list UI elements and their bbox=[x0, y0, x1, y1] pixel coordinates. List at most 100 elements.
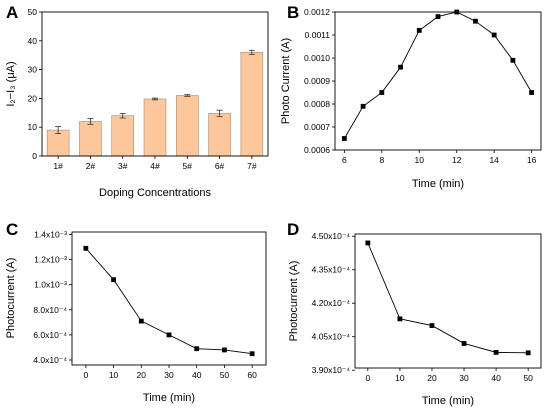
y-tick-label: 20 bbox=[28, 93, 38, 103]
y-tick-label: 3.90x10⁻⁴ bbox=[312, 365, 351, 375]
data-point bbox=[194, 346, 200, 352]
x-tick-label: 4# bbox=[150, 161, 160, 171]
panel-c: 0 10 20 30 40 50 60 4.0x10⁻⁴ 6.0x10⁻⁴ 8.0x10⁻⁴ 1.0… bbox=[0, 205, 275, 410]
data-point bbox=[525, 350, 531, 356]
x-tick-label: 16 bbox=[527, 155, 537, 165]
data-point bbox=[510, 57, 516, 63]
data-point bbox=[360, 103, 366, 109]
y-axis-label: I₂−I₃ (μA) bbox=[5, 61, 17, 106]
chart-a: 1# 2# 3# 4# 5# 6# 7# 0 10 20 30 40 50 Doping Concentr… bbox=[5, 7, 269, 199]
plot-frame bbox=[71, 231, 267, 366]
y-tick-label: 4.35x10⁻⁴ bbox=[312, 265, 351, 275]
y-tick-label: 0 bbox=[32, 151, 37, 161]
x-axis-label: Doping Concentrations bbox=[99, 187, 211, 199]
x-tick-label: 10 bbox=[109, 370, 119, 380]
data-point bbox=[222, 347, 227, 353]
data-point bbox=[416, 28, 422, 33]
panel-letter-a: A bbox=[6, 3, 19, 22]
x-tick-label: 10 bbox=[415, 155, 425, 165]
y-tick-label: 40 bbox=[28, 36, 38, 46]
y-tick-label: 4.20x10⁻⁴ bbox=[312, 298, 351, 308]
x-tick-label: 40 bbox=[192, 370, 202, 380]
y-tick-label: 1.4x10⁻³ bbox=[34, 230, 67, 240]
x-tick-label: 14 bbox=[489, 155, 499, 165]
y-tick-label: 4.05x10⁻⁴ bbox=[312, 332, 351, 342]
data-point bbox=[365, 240, 371, 246]
chart-b: 6 8 10 12 14 16 0.0006 0.0007 0.0008 0.0009 0.0010… bbox=[280, 7, 542, 190]
y-tick-label: 1.2x10⁻³ bbox=[34, 255, 67, 265]
x-tick-label: 50 bbox=[220, 370, 230, 380]
x-tick-label: 6# bbox=[215, 161, 225, 171]
series-line bbox=[367, 242, 529, 354]
x-tick-label: 30 bbox=[164, 370, 174, 380]
y-tick-label: 4.0x10⁻⁴ bbox=[33, 355, 67, 365]
chart-c: 0 10 20 30 40 50 60 4.0x10⁻⁴ 6.0x10⁻⁴ 8.0x10⁻⁴ 1.0… bbox=[5, 230, 267, 404]
y-tick-label: 4.50x10⁻⁴ bbox=[312, 231, 351, 241]
y-tick-label: 0.0006 bbox=[304, 145, 330, 155]
plot-frame bbox=[354, 233, 542, 369]
y-tick-label: 0.0011 bbox=[305, 30, 331, 40]
series-line bbox=[85, 248, 253, 355]
y-axis-label: Photocurrent (A) bbox=[5, 258, 17, 339]
x-tick-label: 20 bbox=[427, 373, 437, 383]
data-point bbox=[341, 136, 347, 141]
x-tick-label: 40 bbox=[491, 373, 501, 383]
data-point bbox=[138, 318, 144, 324]
data-point bbox=[379, 90, 385, 95]
y-axis-label: Photo Current (A) bbox=[280, 38, 292, 124]
data-point bbox=[111, 277, 116, 283]
x-tick-label: 5# bbox=[183, 161, 193, 171]
panel-letter-c: C bbox=[6, 220, 19, 239]
x-tick-label: 30 bbox=[459, 373, 469, 383]
data-point bbox=[429, 323, 435, 328]
data-point bbox=[397, 316, 403, 322]
plot-frame bbox=[41, 11, 269, 157]
panel-b: 6 8 10 12 14 16 0.0006 0.0007 0.0008 0.0009 0.0010… bbox=[275, 0, 550, 205]
data-point bbox=[435, 14, 441, 19]
x-tick-label: 3# bbox=[118, 161, 128, 171]
data-point bbox=[249, 351, 255, 357]
series-line bbox=[343, 11, 533, 139]
y-tick-label: 6.0x10⁻⁴ bbox=[33, 330, 67, 340]
x-tick-label: 20 bbox=[137, 370, 147, 380]
panel-a: 1# 2# 3# 4# 5# 6# 7# 0 10 20 30 40 50 Doping Concentr… bbox=[0, 0, 275, 205]
chart-d: 0 10 20 30 40 50 3.90x10⁻⁴ 4.05x10⁻⁴ 4.20x10⁻⁴ 4.… bbox=[288, 231, 542, 407]
y-tick-label: 0.0010 bbox=[304, 53, 330, 63]
x-tick-label: 0 bbox=[365, 373, 370, 383]
x-tick-label: 60 bbox=[247, 370, 257, 380]
panel-letter-d: D bbox=[287, 220, 300, 239]
y-tick-label: 8.0x10⁻⁴ bbox=[33, 305, 67, 315]
x-tick-label: 0 bbox=[83, 370, 88, 380]
x-tick-label: 1# bbox=[53, 161, 63, 171]
x-tick-label: 7# bbox=[247, 161, 257, 171]
bar-4# bbox=[143, 98, 167, 157]
x-axis-label: Time (min) bbox=[412, 178, 464, 190]
panel-d: 0 10 20 30 40 50 3.90x10⁻⁴ 4.05x10⁻⁴ 4.20x10⁻⁴ 4.… bbox=[275, 205, 550, 410]
x-tick-label: 12 bbox=[452, 155, 462, 165]
y-tick-label: 50 bbox=[28, 7, 38, 17]
y-tick-label: 0.0007 bbox=[304, 122, 330, 132]
y-tick-label: 30 bbox=[28, 65, 38, 75]
data-point bbox=[529, 90, 535, 95]
y-tick-label: 0.0009 bbox=[304, 76, 330, 86]
bar-1# bbox=[46, 129, 70, 157]
x-tick-label: 6 bbox=[342, 155, 347, 165]
x-axis-label: Time (min) bbox=[422, 395, 474, 407]
data-point bbox=[491, 32, 497, 38]
bar-5# bbox=[176, 95, 199, 157]
data-point bbox=[398, 64, 403, 70]
data-point bbox=[83, 245, 89, 251]
panel-letter-b: B bbox=[287, 3, 300, 22]
bar-3# bbox=[111, 115, 134, 157]
bar-7# bbox=[240, 52, 264, 157]
y-tick-label: 10 bbox=[28, 122, 38, 132]
y-axis-label: Photocurrent (A) bbox=[288, 261, 300, 342]
data-point bbox=[473, 18, 478, 24]
data-point bbox=[493, 349, 499, 355]
data-point bbox=[166, 332, 172, 338]
x-tick-label: 50 bbox=[523, 373, 533, 383]
data-point bbox=[461, 341, 467, 346]
x-axis-label: Time (min) bbox=[143, 392, 195, 404]
plot-frame bbox=[334, 11, 542, 151]
y-tick-label: 0.0012 bbox=[304, 7, 330, 17]
